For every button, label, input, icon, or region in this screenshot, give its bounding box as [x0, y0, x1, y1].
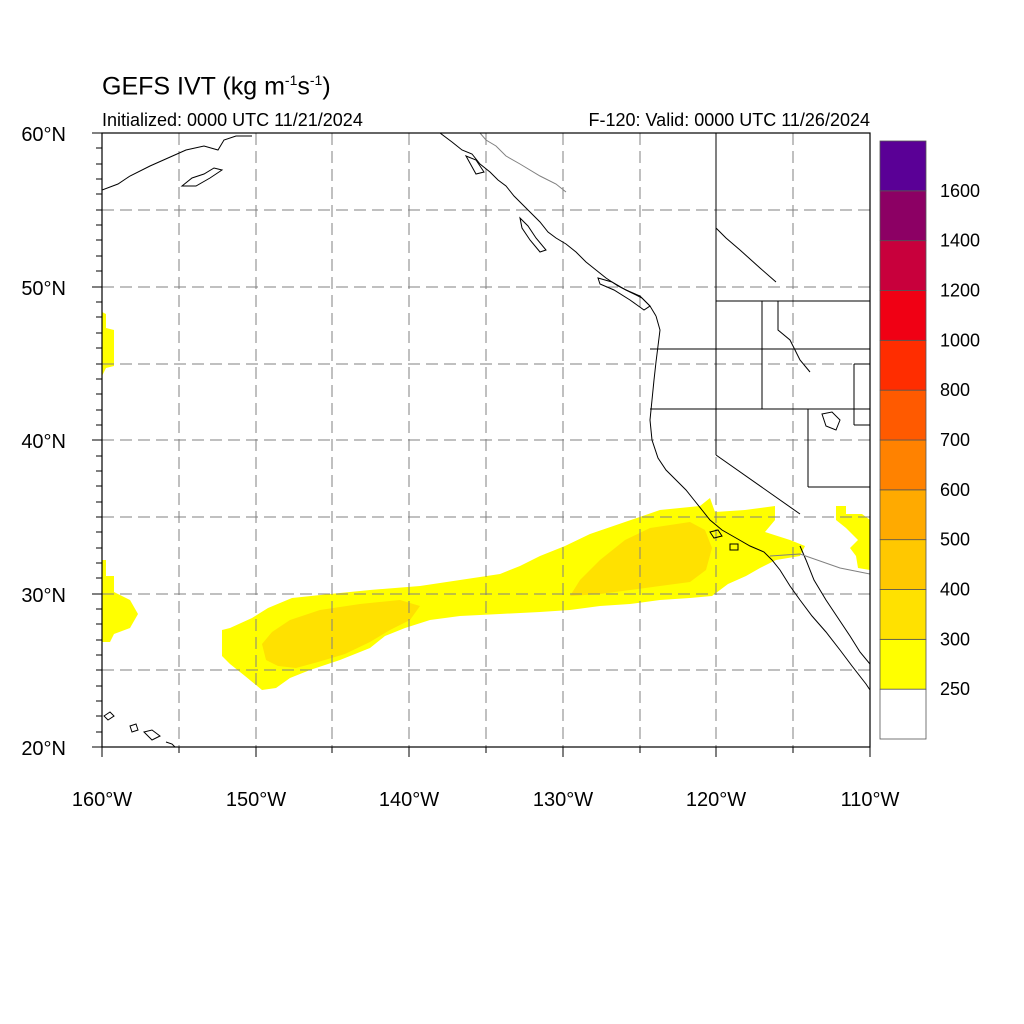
ivt-shading [102, 312, 870, 690]
colorbar-label: 600 [940, 480, 970, 500]
lat-label: 20°N [21, 738, 66, 760]
lon-label: 130°W [533, 789, 593, 811]
lon-label: 110°W [841, 789, 900, 811]
colorbar-swatch [879, 539, 927, 590]
us-west-coast [649, 315, 870, 691]
initialized-subtitle: Initialized: 0000 UTC 11/21/2024 [102, 110, 363, 130]
colorbar-swatch [879, 439, 927, 491]
ivt-region-west-north [102, 312, 114, 376]
lon-label: 150°W [226, 789, 286, 811]
colorbar-swatch [879, 240, 927, 291]
lat-label: 50°N [21, 278, 66, 300]
colorbar-swatch [879, 290, 927, 341]
colorbar-label: 800 [940, 380, 970, 400]
colorbar-label: 1600 [940, 181, 980, 201]
axis-ticks [92, 132, 871, 757]
colorbar-label: 250 [940, 679, 970, 699]
colorbar-label: 700 [940, 430, 970, 450]
lon-label: 120°W [686, 789, 746, 811]
lat-label: 30°N [21, 585, 66, 607]
map-grid [102, 133, 870, 747]
colorbar-label: 1000 [940, 330, 980, 350]
colorbar-label: 300 [940, 629, 970, 649]
lat-label: 40°N [21, 431, 66, 453]
latitude-labels: 60°N 50°N 40°N 30°N 20°N [21, 124, 66, 760]
coastlines [102, 133, 870, 747]
colorbar-swatch [879, 339, 927, 391]
ivt-region-west-south [102, 560, 138, 642]
hawaii-islands [103, 711, 176, 747]
valid-time-subtitle: F-120: Valid: 0000 UTC 11/26/2024 [588, 110, 870, 130]
colorbar-swatch [879, 140, 927, 192]
colorbar-swatch [879, 489, 927, 541]
ivt-region-main-core-east [570, 522, 712, 596]
map-title: GEFS IVT (kg m-1s-1) [102, 72, 331, 101]
colorbar-swatch [879, 589, 927, 640]
lon-label: 140°W [379, 789, 439, 811]
longitude-labels: 160°W 150°W 140°W 130°W 120°W 110°W [72, 789, 900, 811]
ivt-region-east-2 [856, 556, 870, 570]
lon-label: 160°W [72, 789, 132, 811]
lat-label: 60°N [21, 124, 66, 146]
colorbar-label: 500 [940, 530, 970, 550]
ivt-region-main-core [262, 600, 420, 668]
colorbar-label: 400 [940, 580, 970, 600]
colorbar-labels: 250 300 400 500 600 700 800 1000 1200 1400 1600 [940, 181, 980, 699]
colorbar-label: 1400 [940, 231, 980, 251]
ivt-region-east [836, 506, 870, 566]
alaska-coast [102, 135, 252, 191]
colorbar-swatch [879, 389, 927, 441]
colorbar-swatch [879, 638, 927, 690]
colorbar-swatch [879, 688, 927, 740]
colorbar [879, 140, 927, 740]
colorbar-swatch [879, 190, 927, 242]
colorbar-label: 1200 [940, 281, 980, 301]
